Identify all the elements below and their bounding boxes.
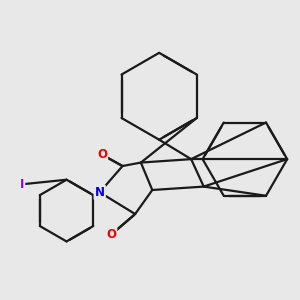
Text: O: O	[97, 148, 107, 161]
Text: I: I	[20, 178, 24, 191]
Text: O: O	[106, 228, 116, 241]
Text: N: N	[95, 186, 105, 199]
